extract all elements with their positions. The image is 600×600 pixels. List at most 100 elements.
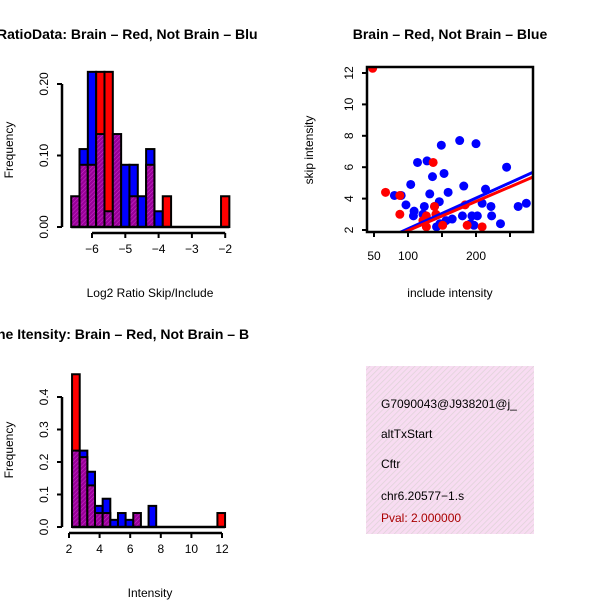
bar-red: [161, 195, 173, 229]
bar-overlap: [78, 163, 89, 228]
point-blue: [447, 214, 457, 224]
point-blue: [487, 211, 497, 221]
point-blue: [436, 140, 446, 150]
bar-overlap: [71, 449, 81, 528]
bar-blue: [116, 512, 127, 529]
x-tick-label: 6: [127, 542, 134, 556]
x-tick-label: −5: [118, 242, 132, 256]
point-red: [438, 220, 448, 230]
point-blue: [459, 181, 469, 191]
y-tick-label: 8: [342, 132, 356, 139]
point-red: [395, 190, 405, 200]
x-tick-label: −6: [85, 242, 99, 256]
point-blue: [469, 220, 479, 230]
point-red: [381, 187, 391, 197]
point-blue: [413, 157, 423, 167]
bar-overlap: [128, 195, 139, 229]
info-pval: Pval: 2.000000: [381, 511, 461, 525]
bar-overlap: [70, 195, 81, 229]
info-event-type: altTxStart: [381, 427, 433, 441]
x-tick-label: 2: [66, 542, 73, 556]
point-red: [477, 222, 487, 232]
intensity-scatter: Brain – Red, Not Brain – Blue include in…: [302, 26, 547, 300]
point-blue: [513, 201, 523, 211]
bar-overlap: [86, 163, 98, 228]
info-location: chr6.20577−1.s: [381, 489, 464, 503]
y-tick-label: 10: [342, 97, 356, 111]
ratio-histogram-title: RatioData: Brain – Red, Not Brain – Blu: [0, 26, 258, 42]
fit-line-red: [400, 175, 533, 232]
x-tick-label: 12: [215, 542, 229, 556]
y-tick-label: 0.20: [37, 72, 51, 96]
x-tick-label: −4: [152, 242, 166, 256]
intensity-histogram-ylabel: Frequency: [2, 422, 16, 479]
scatter-title: Brain – Red, Not Brain – Blue: [353, 26, 548, 42]
x-tick-label: 100: [398, 249, 418, 263]
ratio-histogram: RatioData: Brain – Red, Not Brain – Blu …: [0, 26, 258, 300]
point-blue: [521, 198, 531, 208]
x-tick-label: −3: [185, 242, 199, 256]
point-red: [430, 201, 440, 211]
ratio-histogram-ylabel: Frequency: [2, 122, 16, 179]
scatter-ylabel: skip intensity: [302, 116, 316, 185]
bar-overlap: [94, 512, 104, 529]
point-red: [395, 209, 405, 219]
y-tick-label: 6: [342, 164, 356, 171]
ratio-histogram-xlabel: Log2 Ratio Skip/Include: [87, 286, 214, 300]
scatter-points: [368, 67, 533, 232]
bar-overlap: [101, 512, 112, 529]
point-blue: [495, 219, 505, 229]
point-red: [428, 157, 438, 167]
bar-overlap: [111, 133, 123, 228]
bar-red: [220, 195, 231, 229]
x-tick-label: −2: [218, 242, 232, 256]
bar-blue: [153, 210, 164, 229]
y-tick-label: 0.00: [37, 215, 51, 239]
point-red: [368, 67, 378, 73]
point-blue: [419, 201, 429, 211]
point-blue: [427, 172, 437, 182]
point-blue: [401, 200, 411, 210]
bar-blue: [136, 195, 148, 229]
y-tick-label: 0.4: [37, 388, 51, 405]
point-blue: [471, 139, 481, 149]
y-tick-label: 0.3: [37, 421, 51, 438]
intensity-histogram-title: ne Itensity: Brain – Red, Not Brain – B: [0, 326, 249, 342]
intensity-histogram: ne Itensity: Brain – Red, Not Brain – B …: [0, 326, 249, 600]
bar-red: [216, 512, 227, 529]
bar-overlap: [145, 163, 156, 228]
point-blue: [406, 179, 416, 189]
info-panel-background: [366, 366, 534, 534]
y-tick-label: 0.2: [37, 453, 51, 470]
point-red: [462, 220, 472, 230]
info-id: G7090043@J938201@j_: [381, 397, 517, 411]
fit-line-blue: [397, 170, 533, 232]
point-blue: [425, 189, 435, 199]
info-panel: G7090043@J938201@j_ altTxStart Cftr chr6…: [366, 366, 534, 534]
point-blue: [502, 162, 512, 172]
info-gene: Cftr: [381, 457, 400, 471]
bar-overlap: [78, 456, 89, 528]
bar-blue: [147, 504, 158, 528]
bar-overlap: [95, 133, 106, 228]
x-tick-label: 10: [185, 542, 199, 556]
x-tick-label: 50: [367, 249, 381, 263]
bar-overlap: [132, 512, 142, 529]
y-tick-label: 0.0: [37, 518, 51, 535]
y-tick-label: 4: [342, 195, 356, 202]
point-blue: [472, 211, 482, 221]
point-blue: [443, 187, 453, 197]
x-tick-label: 8: [157, 542, 164, 556]
bar-overlap: [86, 484, 97, 528]
intensity-histogram-xlabel: Intensity: [128, 586, 173, 600]
point-blue: [455, 136, 465, 146]
y-tick-label: 0.1: [37, 486, 51, 503]
plot-frame: [365, 65, 535, 234]
scatter-xlabel: include intensity: [407, 286, 492, 300]
y-tick-label: 12: [342, 66, 356, 80]
y-tick-label: 0.10: [37, 143, 51, 167]
bar-blue: [120, 163, 131, 228]
point-blue: [457, 211, 467, 221]
point-blue: [486, 201, 496, 211]
